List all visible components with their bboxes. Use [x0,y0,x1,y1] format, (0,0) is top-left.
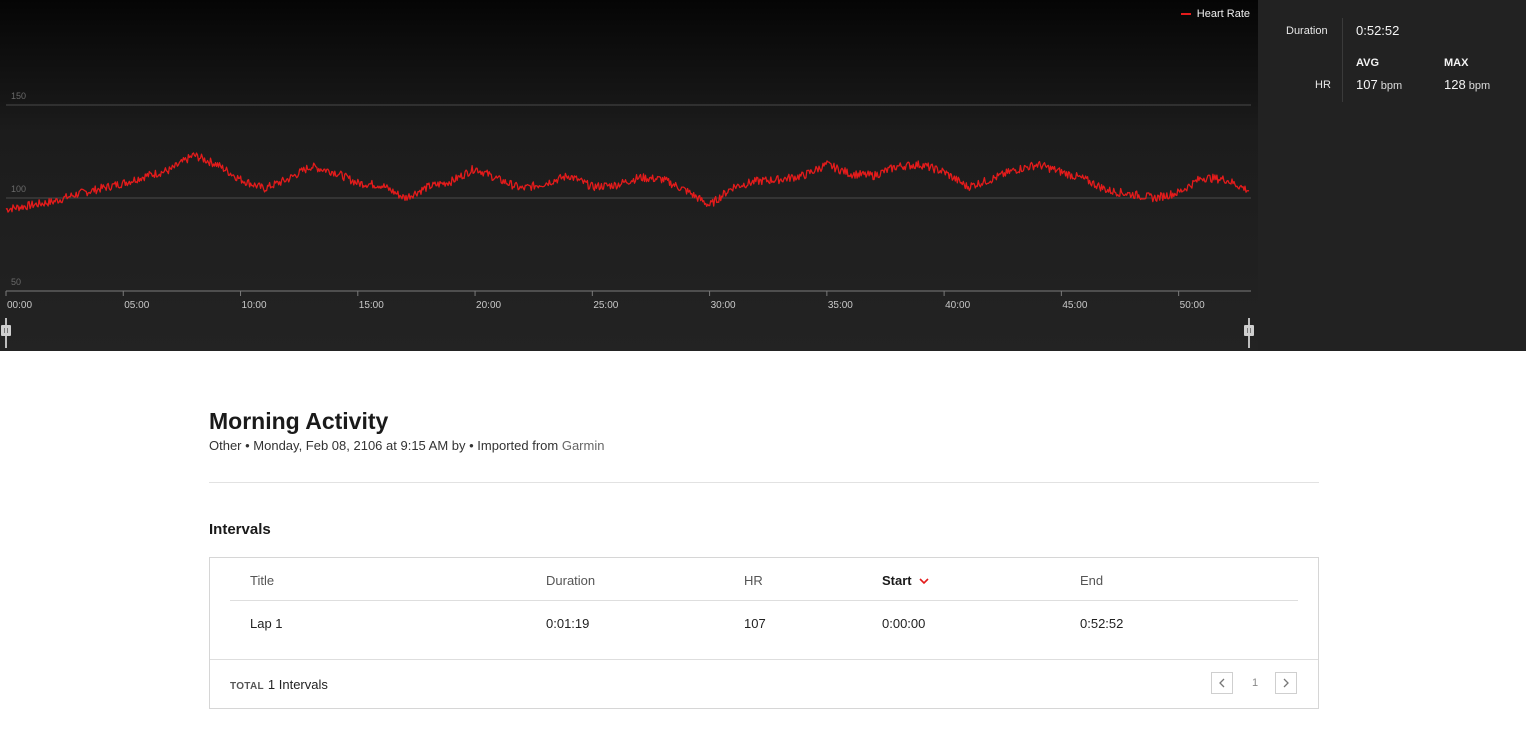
y-tick-label: 100 [11,184,26,194]
hr-max-value: 128 bpm [1444,77,1490,92]
x-tick-label: 35:00 [828,300,853,311]
col-end[interactable]: End [1080,573,1104,588]
hr-avg-number: 107 [1356,77,1378,92]
hr-max-number: 128 [1444,77,1466,92]
intervals-table: Title Duration HR Start End Lap 1 0:01:1… [209,557,1319,709]
chart-canvas: 150 100 50 00:00 05:00 10:00 15:00 20:00 25:00 30… [1,91,1254,348]
chevron-right-icon [1283,678,1289,688]
x-tick-label: 30:00 [711,300,736,311]
x-tick-label: 20:00 [476,300,501,311]
legend-swatch [1180,13,1191,15]
x-tick-label: 50:00 [1180,300,1205,311]
activity-title: Morning Activity [209,408,389,434]
x-tick-label: 00:00 [7,300,32,311]
range-handle-right-grip [1244,325,1254,336]
footer-rule [210,659,1318,660]
activity-meta: Other • Monday, Feb 08, 2106 at 9:15 AM … [209,438,562,453]
heart-rate-line [5,152,1250,213]
x-tick-label: 05:00 [124,300,149,311]
max-header: MAX [1444,57,1469,69]
range-handle-left-grip [1,325,11,336]
hr-max-unit: bpm [1468,80,1491,92]
legend-label: Heart Rate [1196,8,1250,20]
cell-title: Lap 1 [250,616,283,631]
avg-header: AVG [1356,57,1380,69]
cell-end: 0:52:52 [1080,616,1124,631]
page-number[interactable]: 1 [1251,677,1259,689]
header-rule [230,600,1298,601]
x-tick-label: 15:00 [359,300,384,311]
activity-subtitle: Other • Monday, Feb 08, 2106 at 9:15 AM … [209,438,1319,453]
col-title[interactable]: Title [250,573,275,588]
hr-label: HR [1315,79,1331,91]
activity-header: Morning Activity Other • Monday, Feb 08,… [209,408,1319,453]
col-hr[interactable]: HR [744,573,763,588]
x-tick-label: 40:00 [945,300,970,311]
stats-panel: Duration 0:52:52 AVG MAX HR 107 bpm 128 bp… [1258,0,1526,351]
heart-rate-chart: 150 100 50 00:00 05:00 10:00 15:00 20:00 25:00 30… [0,0,1258,351]
total-count: TOTAL 1 Intervals [230,677,328,692]
chevron-left-icon [1219,678,1225,688]
x-tick-label: 10:00 [242,300,267,311]
hr-avg-value: 107 bpm [1356,77,1402,92]
duration-value: 0:52:52 [1356,23,1400,38]
intervals-title: Intervals [209,521,271,538]
cell-duration: 0:01:19 [546,616,590,631]
col-start[interactable]: Start [882,573,930,588]
prev-page-button[interactable] [1211,672,1233,694]
col-start-label: Start [882,573,912,588]
divider [209,482,1319,483]
sort-down-icon [919,578,929,585]
col-duration[interactable]: Duration [546,573,596,588]
stats-divider [1342,18,1343,102]
cell-hr: 107 [744,616,766,631]
next-page-button[interactable] [1275,672,1297,694]
x-tick-label: 25:00 [593,300,618,311]
duration-label: Duration [1286,25,1328,37]
total-label: TOTAL [230,681,264,692]
y-tick-label: 150 [11,91,26,101]
x-tick-label: 45:00 [1062,300,1087,311]
y-tick-label: 50 [11,277,21,287]
hr-avg-unit: bpm [1380,80,1403,92]
total-value: 1 Intervals [267,677,328,692]
cell-start: 0:00:00 [882,616,926,631]
source-link[interactable]: Garmin [561,438,605,453]
chart-legend: Heart Rate [1180,8,1250,20]
